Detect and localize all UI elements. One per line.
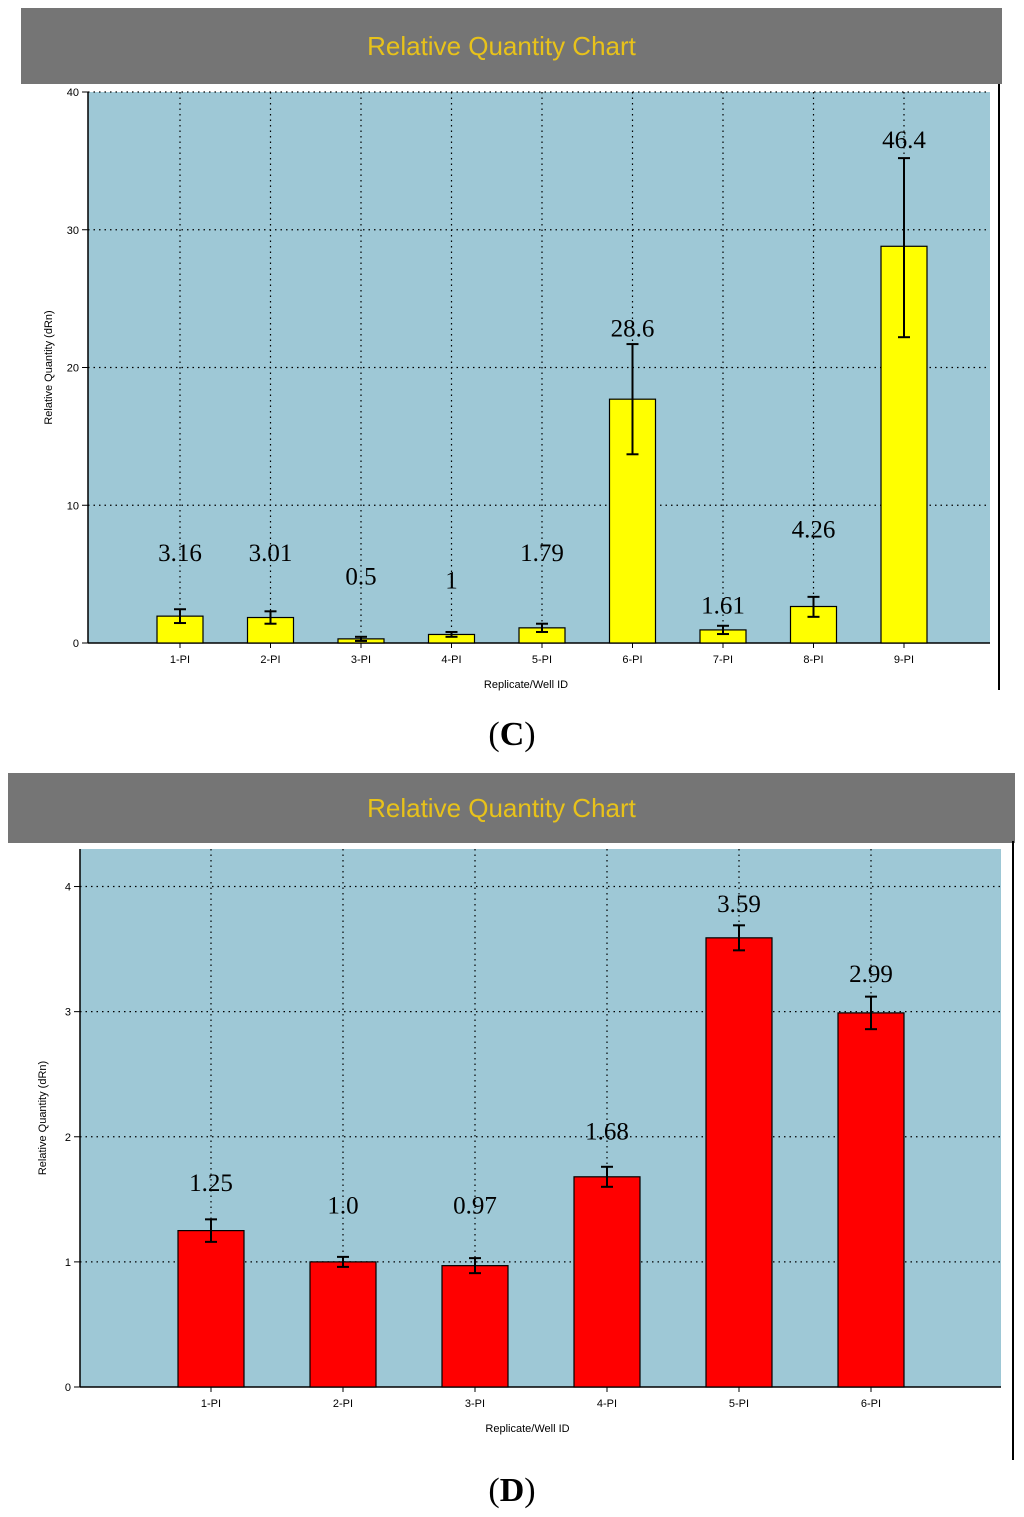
bar (177, 1230, 245, 1388)
x-tick-label: 6-PI (622, 654, 642, 666)
y-tick-label: 10 (67, 500, 79, 512)
panel-caption-c: (C) (488, 716, 536, 753)
y-axis-title: Relative Quantity (dRn) (37, 1061, 49, 1175)
x-tick-label: 3-PI (351, 654, 371, 666)
chart-c-svg: Relative Quantity Chart 0 10 20 30 40 3.16 1-PI… (21, 8, 1002, 691)
x-axis-title: Replicate/Well ID (484, 679, 568, 691)
y-tick-label: 0 (73, 638, 79, 650)
data-label: 4.26 (792, 517, 836, 544)
chart-title: Relative Quantity Chart (367, 793, 637, 823)
x-tick-label: 5-PI (729, 1398, 749, 1410)
x-tick-label: 7-PI (713, 654, 733, 666)
data-label: 1.61 (701, 592, 745, 619)
bar (705, 937, 773, 1388)
data-label: 1.0 (327, 1192, 358, 1219)
x-axis-title: Replicate/Well ID (485, 1423, 569, 1435)
chart-d-svg: Relative Quantity Chart 0 1 2 3 4 1.25 1-PI 1.0 2… (8, 773, 1015, 1460)
y-tick-label: 1 (65, 1257, 71, 1269)
data-label: 3.16 (158, 540, 202, 567)
x-tick-label: 2-PI (260, 654, 280, 666)
data-label: 1.25 (189, 1170, 233, 1197)
chart-panel-d: Relative Quantity Chart 0 1 2 3 4 1.25 1-PI 1.0 2… (0, 760, 1024, 1460)
bar (837, 1012, 905, 1388)
bar (309, 1261, 377, 1388)
y-tick-label: 20 (67, 363, 79, 375)
chart-title: Relative Quantity Chart (367, 31, 637, 61)
x-tick-label: 9-PI (894, 654, 914, 666)
data-label: 0.97 (453, 1192, 497, 1219)
x-tick-label: 6-PI (861, 1398, 881, 1410)
y-tick-label: 4 (65, 882, 71, 894)
x-tick-label: 3-PI (465, 1398, 485, 1410)
panel-label-c: C (499, 716, 525, 753)
data-label: 3.01 (249, 540, 293, 567)
x-tick-label: 5-PI (532, 654, 552, 666)
y-axis-title: Relative Quantity (dRn) (43, 310, 55, 424)
x-tick-label: 2-PI (333, 1398, 353, 1410)
y-tick-label: 40 (67, 87, 79, 99)
title-bar (8, 773, 1015, 843)
bar (573, 1176, 641, 1388)
data-label: 2.99 (849, 961, 893, 988)
data-label: 1.68 (585, 1119, 629, 1146)
title-bar (21, 8, 1002, 84)
data-label: 1.79 (520, 540, 564, 567)
chart-panel-c: Relative Quantity Chart 0 10 20 30 40 3.16 1-PI… (0, 0, 1024, 700)
y-tick-label: 30 (67, 225, 79, 237)
data-label: 46.4 (882, 127, 926, 154)
x-tick-label: 8-PI (803, 654, 823, 666)
x-tick-label: 4-PI (597, 1398, 617, 1410)
bar (441, 1265, 509, 1388)
y-tick-label: 0 (65, 1382, 71, 1394)
panel-caption-d: (D) (488, 1472, 536, 1509)
x-tick-label: 1-PI (201, 1398, 221, 1410)
y-tick-label: 2 (65, 1132, 71, 1144)
x-tick-label: 4-PI (441, 654, 461, 666)
panel-label-d: D (499, 1472, 525, 1509)
data-label: 3.59 (717, 891, 761, 918)
y-tick-label: 3 (65, 1007, 71, 1019)
x-tick-label: 1-PI (170, 654, 190, 666)
data-label: 1 (445, 568, 458, 595)
data-label: 0.5 (345, 564, 376, 591)
data-label: 28.6 (611, 316, 655, 343)
